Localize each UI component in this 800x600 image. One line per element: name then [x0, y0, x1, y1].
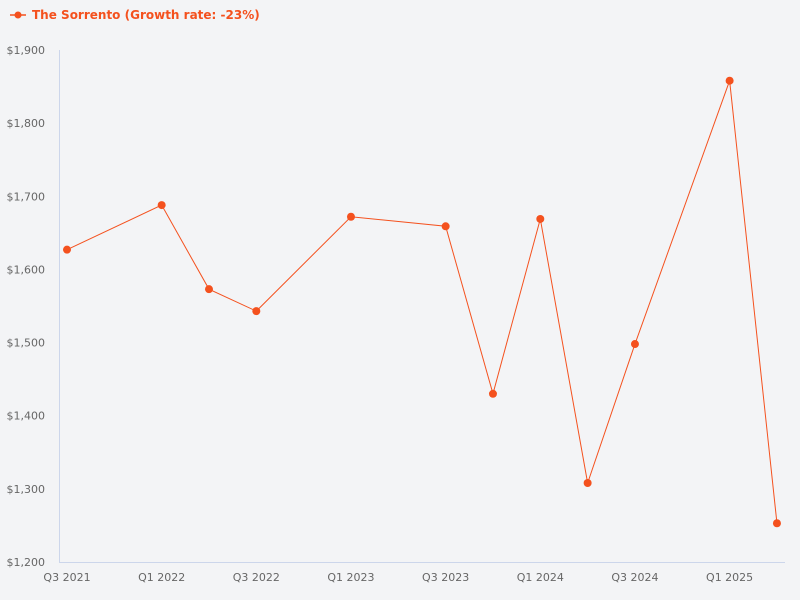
y-tick-label: $1,600	[7, 263, 46, 276]
data-point[interactable]	[63, 245, 71, 254]
data-point[interactable]	[204, 285, 213, 294]
legend-label: The Sorrento (Growth rate: -23%)	[32, 8, 260, 22]
y-tick-label: $1,700	[7, 190, 46, 203]
y-tick-label: $1,800	[7, 117, 46, 130]
data-point[interactable]	[630, 340, 639, 349]
y-tick-label: $1,400	[7, 410, 46, 423]
line-dot-icon	[10, 11, 26, 19]
x-tick-label: Q1 2023	[327, 571, 374, 584]
data-point[interactable]	[441, 222, 450, 231]
chart-legend[interactable]: The Sorrento (Growth rate: -23%)	[10, 8, 260, 22]
x-tick-label: Q3 2022	[233, 571, 280, 584]
y-tick-label: $1,200	[7, 556, 46, 569]
y-tick-label: $1,500	[7, 337, 46, 350]
data-point[interactable]	[772, 519, 781, 528]
data-point[interactable]	[252, 307, 261, 316]
x-tick-label: Q3 2021	[43, 571, 90, 584]
data-point[interactable]	[583, 479, 592, 488]
x-tick-label: Q1 2025	[706, 571, 753, 584]
x-tick-label: Q1 2022	[138, 571, 185, 584]
data-point[interactable]	[725, 76, 734, 85]
data-point[interactable]	[488, 389, 497, 398]
y-tick-label: $1,900	[7, 44, 46, 57]
series-points	[63, 76, 781, 528]
data-point[interactable]	[536, 214, 545, 223]
x-axis-ticks: Q3 2021 Q1 2022 Q3 2022 Q1 2023 Q3 2023 Q1 20…	[43, 571, 753, 584]
y-axis-ticks: $1,200 $1,300 $1,400 $1,500 $1,600 $1,700 $1,8…	[7, 44, 46, 569]
x-tick-label: Q1 2024	[517, 571, 564, 584]
y-tick-label: $1,300	[7, 483, 46, 496]
data-point[interactable]	[346, 212, 355, 221]
x-tick-label: Q3 2023	[422, 571, 469, 584]
data-point[interactable]	[157, 201, 166, 210]
series-line	[66, 80, 778, 524]
x-tick-label: Q3 2024	[611, 571, 658, 584]
